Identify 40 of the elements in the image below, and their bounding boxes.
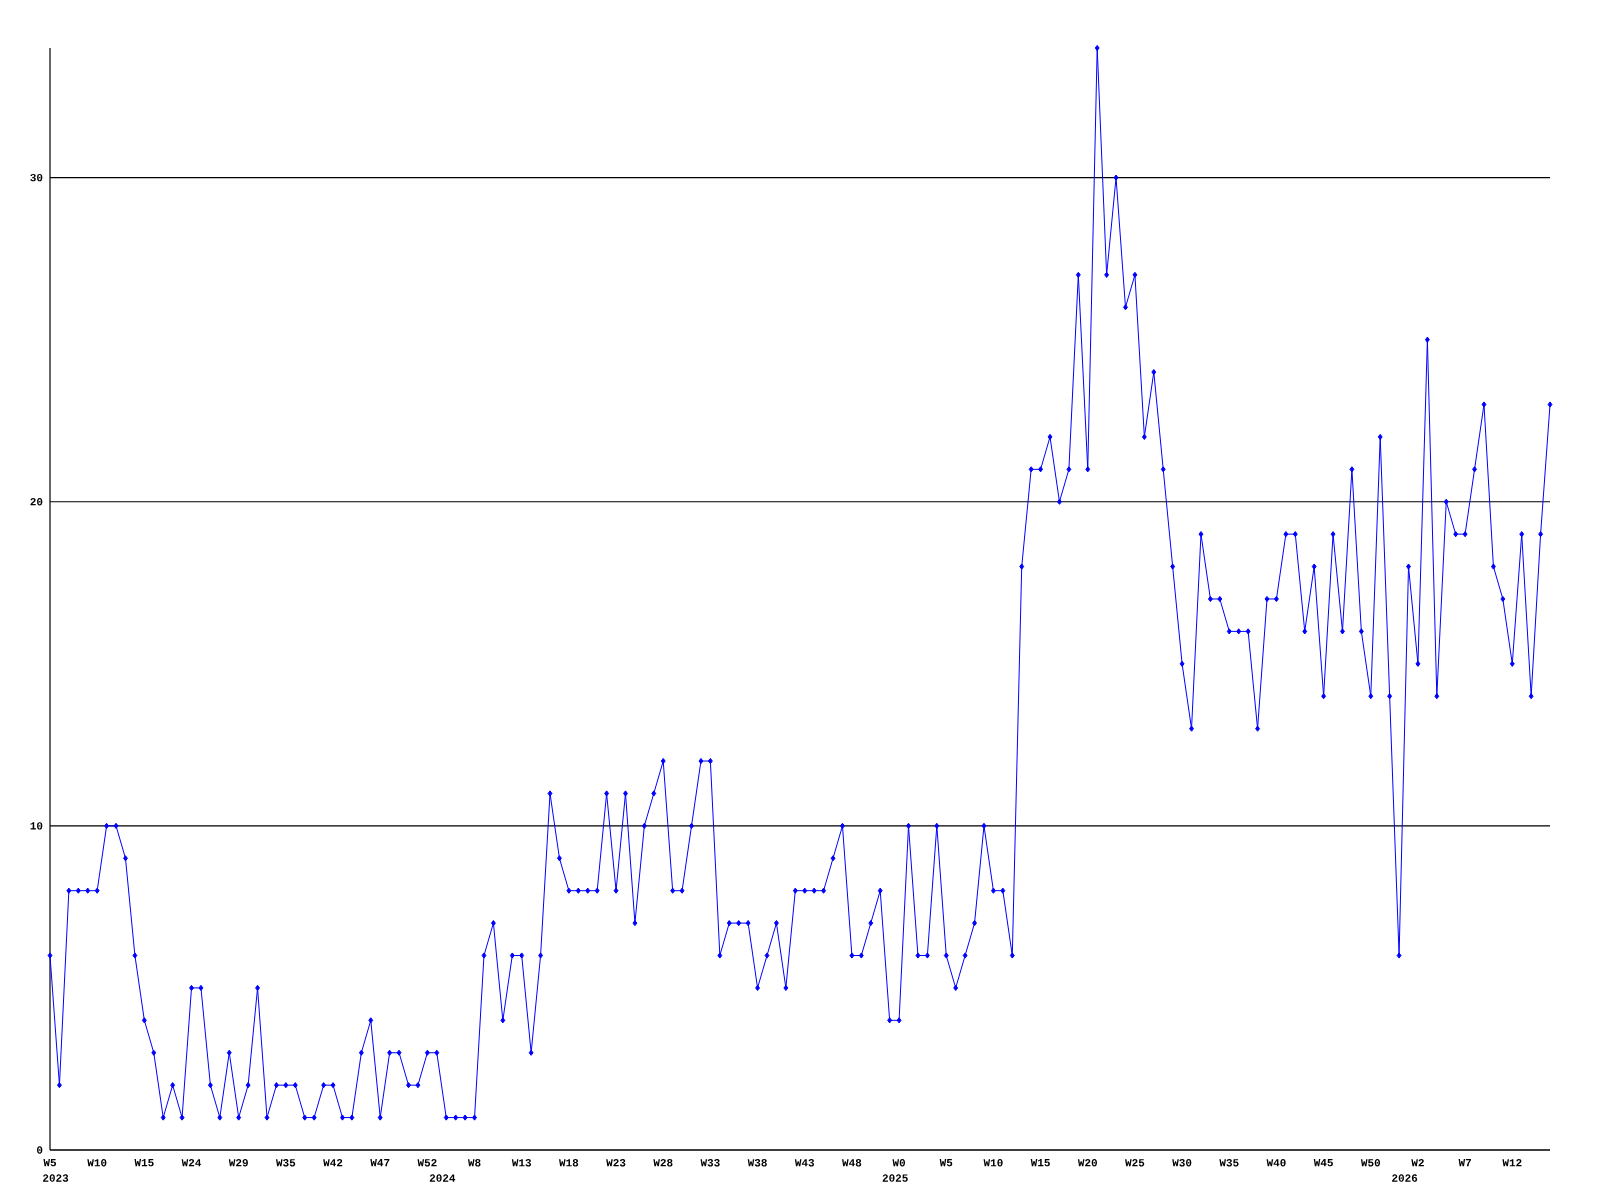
x-tick-label: W48: [842, 1159, 862, 1167]
x-tick-label: W52: [417, 1159, 437, 1167]
x-tick-label: W35: [1219, 1159, 1239, 1167]
x-tick-label: W7: [1458, 1159, 1471, 1167]
x-tick-label: W38: [747, 1159, 767, 1167]
x-tick-label: W50: [1360, 1159, 1381, 1167]
x-tick-label: W23: [606, 1159, 626, 1167]
x-tick-label: W24: [181, 1159, 202, 1167]
x-tick-label: W10: [87, 1159, 107, 1167]
x-tick-label: W0: [892, 1159, 906, 1167]
x-tick-label: W15: [134, 1159, 154, 1167]
x-tick-label: W15: [1030, 1159, 1050, 1167]
x-tick-label: W25: [1125, 1159, 1145, 1167]
x-tick-label: W13: [511, 1159, 532, 1167]
x-tick-label: W2: [1411, 1159, 1424, 1167]
x-tick-label: W30: [1172, 1159, 1192, 1167]
x-tick-label: W35: [276, 1159, 296, 1167]
text: 2024: [429, 1174, 456, 1182]
y-tick-label: 20: [30, 498, 43, 506]
y-tick-label: 0: [37, 1146, 43, 1154]
x-tick-label: W18: [559, 1159, 579, 1167]
y-tick-label: 10: [30, 822, 43, 830]
x-tick-label: W12: [1502, 1159, 1522, 1167]
x-tick-label: W10: [983, 1159, 1003, 1167]
x-tick-label: W43: [794, 1159, 815, 1167]
x-tick-label: W8: [467, 1159, 481, 1167]
x-tick-label: W20: [1077, 1159, 1097, 1167]
x-tick-label: W47: [370, 1159, 390, 1167]
x-tick-label: W5: [43, 1159, 57, 1167]
x-tick-label: W33: [700, 1159, 720, 1167]
x-tick-label: W5: [939, 1159, 953, 1167]
text: 2025: [882, 1174, 908, 1182]
x-tick-label: W42: [323, 1159, 343, 1167]
y-tick-label: 30: [30, 173, 43, 182]
x-tick-label: W28: [653, 1159, 673, 1167]
text: 2023: [43, 1174, 69, 1182]
x-tick-label: W40: [1266, 1159, 1286, 1167]
text: 2026: [1392, 1174, 1418, 1182]
x-tick-label: W29: [228, 1159, 248, 1167]
x-tick-label: W45: [1313, 1159, 1333, 1167]
